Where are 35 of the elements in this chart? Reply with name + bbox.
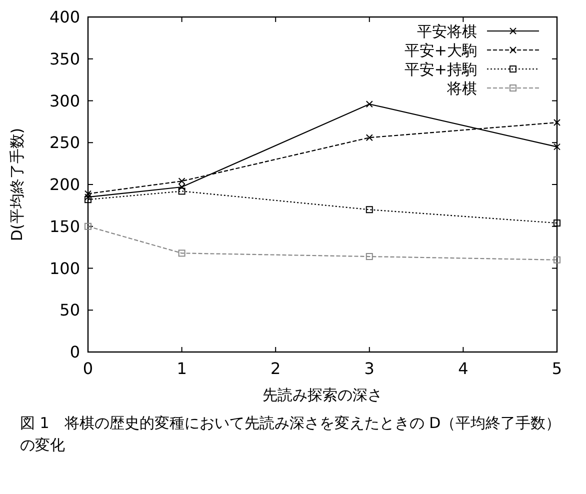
y-axis-title: D(平均終了手数) [8, 128, 26, 242]
x-tick-label: 0 [82, 359, 94, 378]
point [178, 188, 186, 195]
y-tick-label: 350 [49, 49, 80, 68]
y-tick-label: 250 [49, 133, 80, 152]
point [366, 100, 373, 108]
legend-label: 平安将棋 [417, 22, 477, 40]
point [178, 250, 186, 257]
y-tick-label: 100 [49, 258, 80, 278]
legend-label: 平安+大駒 [404, 41, 477, 60]
caption: 図 1 将棋の歴史的変種において先読み深さを変えたときの D（平均終了手数）の変化 [20, 413, 562, 456]
x-tick-label: 1 [176, 359, 187, 378]
x-tick-label: 4 [458, 359, 468, 378]
x-tick-label: 2 [270, 359, 281, 378]
point [178, 178, 186, 185]
y-tick-label: 50 [60, 300, 80, 320]
legend-label: 平安+持駒 [404, 60, 477, 78]
point [554, 256, 560, 264]
point [554, 119, 560, 126]
point [366, 134, 373, 142]
point [554, 220, 560, 227]
y-tick-label: 0 [70, 342, 80, 362]
x-tick-label: 3 [364, 359, 374, 378]
point [366, 206, 373, 214]
point [554, 143, 560, 150]
y-tick-label: 400 [49, 8, 80, 27]
point [84, 222, 92, 230]
y-tick-label: 200 [49, 175, 80, 194]
x-tick-label: 5 [552, 359, 562, 378]
y-tick-label: 150 [49, 216, 80, 236]
point [366, 253, 373, 260]
x-axis-title: 先読み探索の深さ [262, 386, 382, 404]
legend-label: 将棋 [446, 79, 477, 98]
y-tick-label: 300 [49, 91, 80, 110]
point [84, 196, 92, 204]
